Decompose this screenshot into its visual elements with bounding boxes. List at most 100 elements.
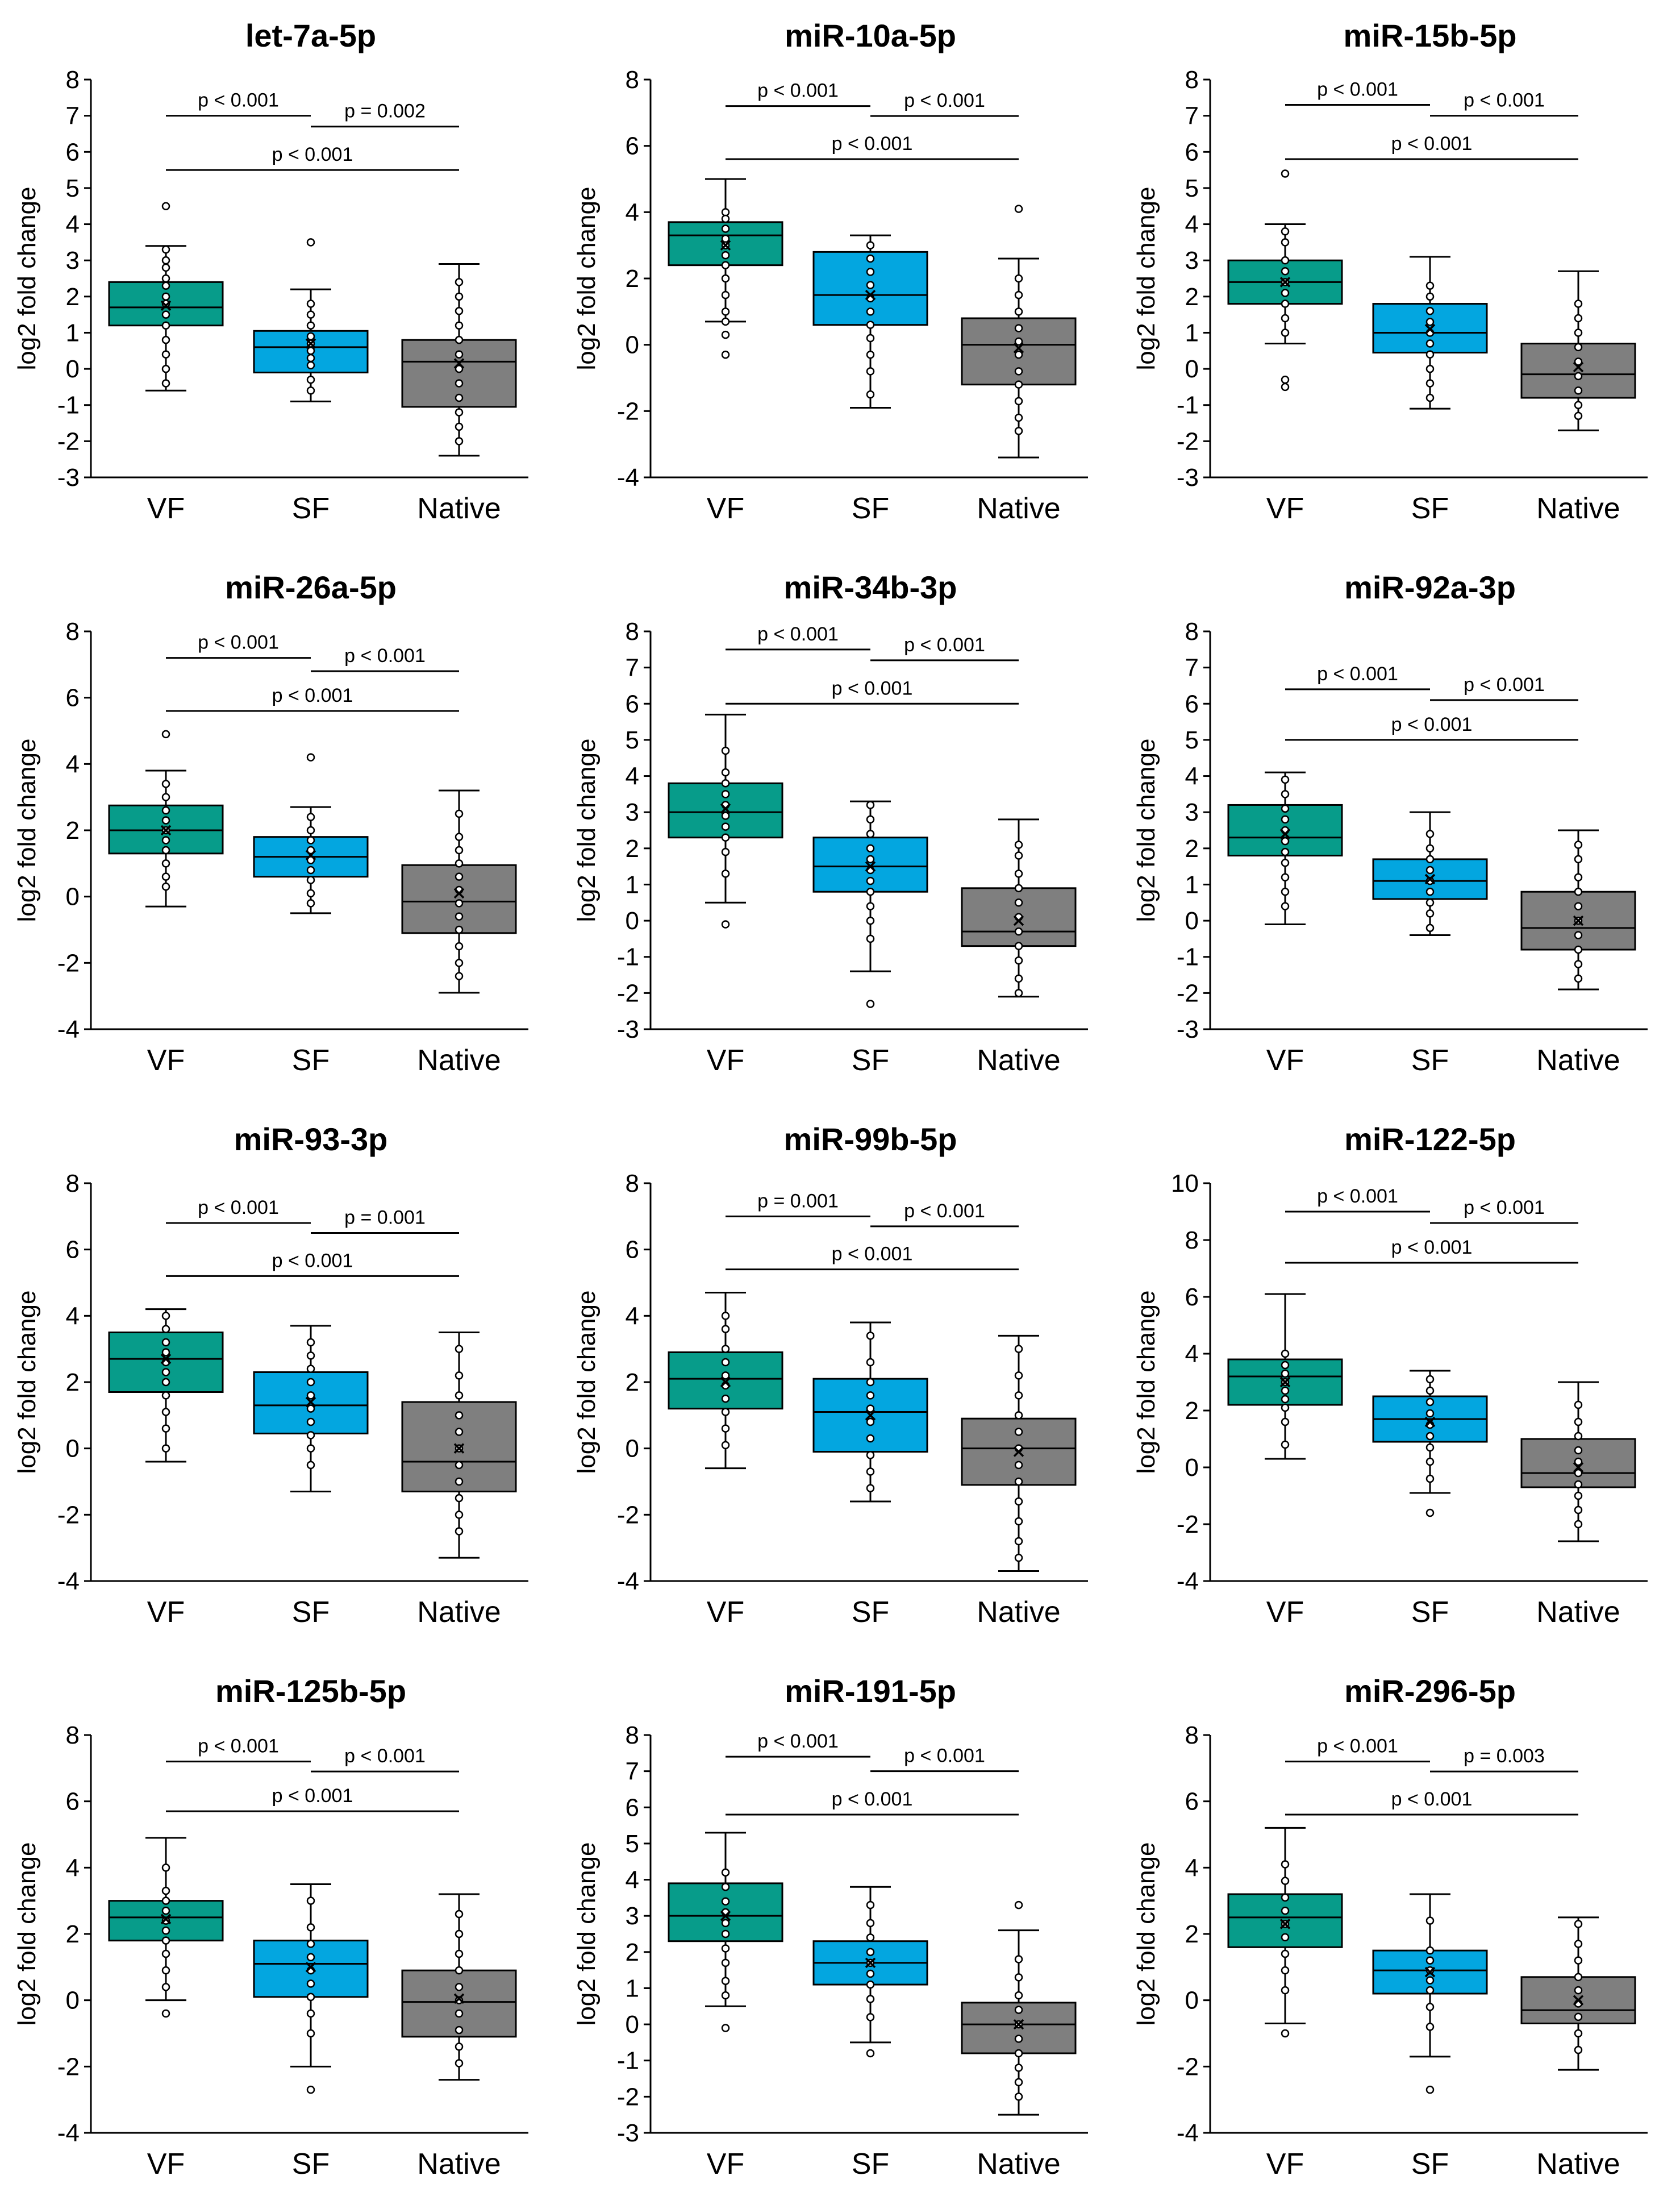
- data-point: [721, 317, 730, 326]
- y-tick-label: 0: [626, 1435, 639, 1463]
- data-point: [1574, 2045, 1583, 2054]
- y-axis-label: log2 fold change: [573, 1842, 601, 2026]
- mean-marker: [865, 289, 876, 301]
- data-point: [455, 437, 464, 446]
- y-tick-label: -1: [1177, 392, 1199, 419]
- data-point: [306, 332, 315, 341]
- y-tick-label: 0: [66, 1987, 80, 2015]
- y-tick-label: 5: [626, 1830, 639, 1858]
- data-point: [866, 1000, 875, 1008]
- data-point: [1574, 887, 1583, 896]
- y-tick-label: 6: [626, 690, 639, 718]
- data-point: [866, 390, 875, 399]
- y-tick-label: 2: [626, 265, 639, 293]
- data-point: [306, 753, 315, 762]
- data-point: [1425, 1397, 1435, 1407]
- data-point: [1425, 292, 1435, 301]
- mean-marker-stroke: [1573, 361, 1584, 373]
- data-point: [721, 833, 730, 842]
- data-point: [1574, 328, 1583, 337]
- data-point: [455, 1477, 464, 1486]
- data-point: [1014, 413, 1023, 422]
- y-tick-label: 6: [1185, 1283, 1199, 1311]
- data-point: [455, 422, 464, 431]
- data-point: [866, 334, 875, 343]
- data-point: [721, 1897, 730, 1906]
- data-point: [721, 1408, 730, 1416]
- y-tick-label: 2: [626, 1938, 639, 1966]
- p-value-label: p = 0.003: [1464, 1745, 1545, 1767]
- chart-svg: miR-92a-3p log2 fold change -3 -2 -1 0 1 2 3 4 5 6 7…: [1132, 569, 1648, 1077]
- data-point: [161, 1906, 170, 1915]
- mean-marker-stroke: [453, 888, 465, 899]
- chart-svg: let-7a-5p log2 fold change -3 -2 -1 0 1 2 3 4 5 6 7 8…: [13, 18, 528, 525]
- data-point: [161, 730, 170, 739]
- data-point: [1014, 974, 1023, 983]
- data-point: [161, 1896, 170, 1905]
- data-point: [455, 278, 464, 286]
- data-point: [306, 836, 315, 845]
- data-point: [721, 1944, 730, 1953]
- data-point: [866, 254, 875, 263]
- data-point: [455, 1461, 464, 1470]
- y-tick-label: 2: [1185, 283, 1199, 311]
- x-category-label: SF: [852, 1596, 889, 1629]
- data-point: [1574, 931, 1583, 939]
- p-value-label: p < 0.001: [198, 1197, 279, 1218]
- mean-marker: [1013, 915, 1024, 926]
- data-point: [1425, 2003, 1435, 2011]
- data-point: [1014, 324, 1023, 332]
- data-point: [1425, 350, 1435, 359]
- p-value-label: p < 0.001: [344, 1745, 426, 1767]
- y-tick-label: 7: [626, 654, 639, 682]
- mean-marker: [305, 850, 316, 860]
- data-point: [306, 813, 315, 821]
- p-value-label: p < 0.001: [904, 90, 985, 111]
- y-tick-label: 7: [1185, 102, 1199, 130]
- data-point: [1281, 815, 1290, 824]
- y-tick-label: 0: [66, 355, 80, 383]
- mean-marker-stroke: [305, 850, 316, 860]
- y-axis-label: log2 fold change: [1132, 739, 1160, 922]
- y-tick-label: -3: [1177, 464, 1199, 492]
- data-point: [1425, 844, 1435, 853]
- y-tick-label: 3: [626, 798, 639, 826]
- data-point: [161, 882, 170, 891]
- data-point: [1425, 1443, 1435, 1452]
- p-value-label: p < 0.001: [344, 645, 426, 667]
- y-tick-label: 6: [626, 1236, 639, 1264]
- mean-marker: [1424, 1966, 1436, 1978]
- mean-marker-stroke: [160, 1913, 172, 1924]
- mean-marker-stroke: [1573, 1462, 1584, 1473]
- p-value-label: p = 0.001: [344, 1207, 426, 1229]
- data-point: [1014, 337, 1023, 346]
- y-tick-label: -2: [617, 979, 639, 1007]
- data-point: [1014, 898, 1023, 907]
- data-point: [161, 1863, 170, 1872]
- data-point: [1574, 841, 1583, 849]
- data-point: [455, 1996, 464, 2004]
- y-tick-label: -2: [57, 427, 80, 455]
- data-point: [161, 202, 170, 210]
- mean-marker-stroke: [453, 358, 465, 369]
- data-point: [1014, 956, 1023, 965]
- mean-marker-stroke: [1424, 873, 1436, 885]
- data-point: [1574, 1480, 1583, 1489]
- mean-marker: [720, 1376, 731, 1388]
- data-point: [1281, 775, 1290, 784]
- mean-marker: [865, 861, 876, 872]
- data-point: [866, 2013, 875, 2021]
- x-category-label: Native: [1536, 492, 1620, 525]
- data-point: [1281, 1906, 1290, 1915]
- p-value-label: p < 0.001: [1464, 90, 1545, 111]
- data-point: [306, 889, 315, 898]
- y-tick-label: 10: [1171, 1170, 1199, 1197]
- data-point: [866, 1980, 875, 1989]
- data-point: [161, 2009, 170, 2018]
- data-point: [1574, 2012, 1583, 2021]
- data-point: [1281, 847, 1290, 856]
- chart-title: miR-26a-5p: [225, 569, 397, 605]
- data-point: [1014, 2064, 1023, 2072]
- chart-svg: miR-15b-5p log2 fold change -3 -2 -1 0 1 2 3 4 5 6 7…: [1132, 18, 1648, 525]
- data-point: [866, 1900, 875, 1910]
